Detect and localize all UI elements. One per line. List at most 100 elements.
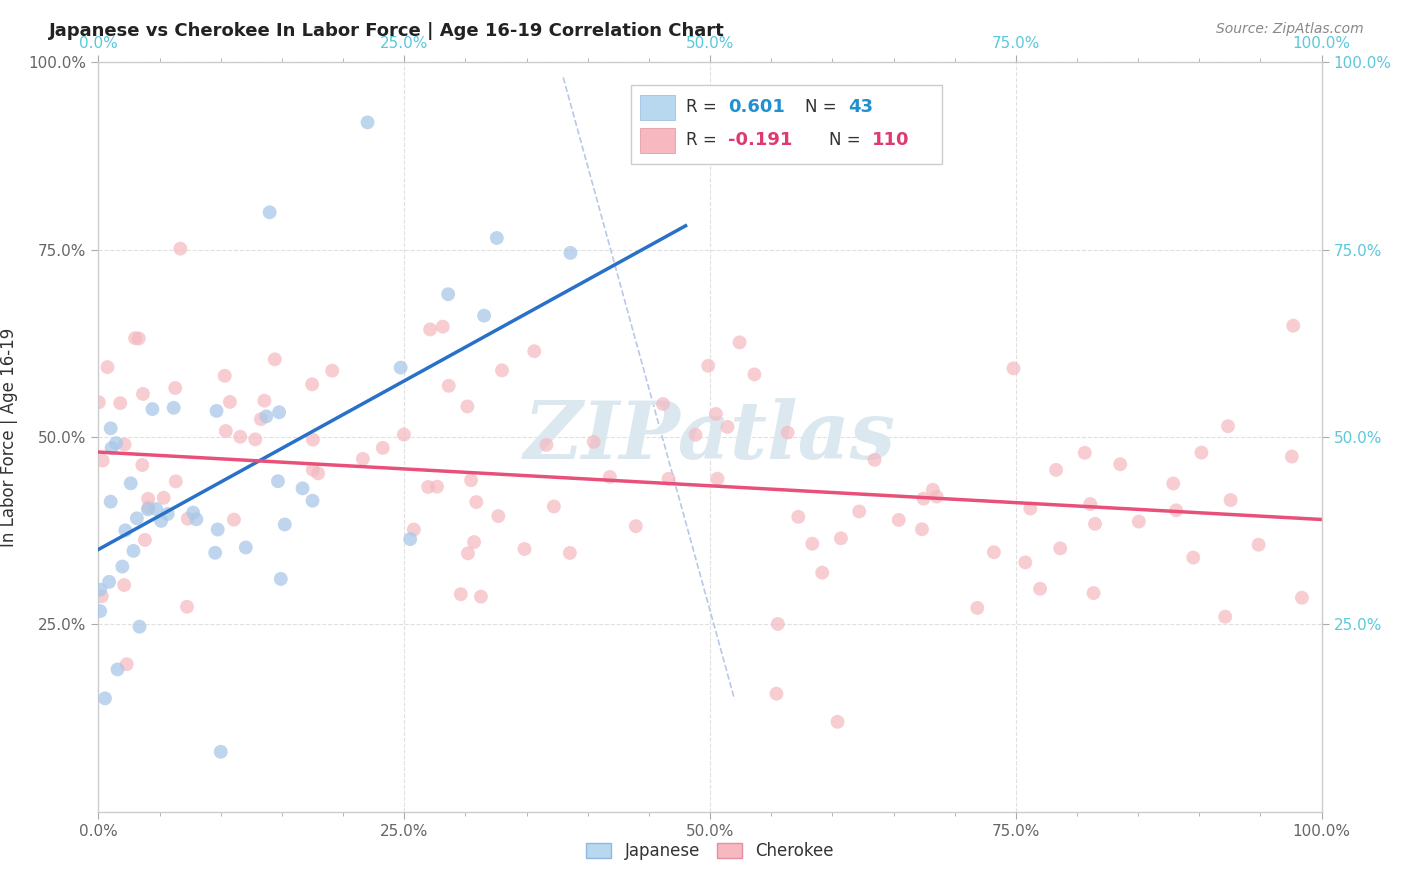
Point	[685, 427, 707, 442]
Point	[1074, 446, 1097, 460]
Point	[141, 402, 163, 417]
FancyBboxPatch shape	[640, 95, 675, 120]
Point	[136, 502, 159, 516]
Text: R =: R =	[686, 98, 716, 116]
Text: N =: N =	[806, 98, 837, 116]
Point	[457, 546, 479, 560]
Point	[352, 451, 374, 466]
Text: 43: 43	[848, 98, 873, 116]
Point	[100, 421, 122, 435]
Point	[131, 458, 153, 472]
Point	[134, 533, 156, 547]
Point	[765, 687, 787, 701]
Point	[136, 491, 159, 506]
Point	[150, 514, 173, 528]
Point	[1291, 591, 1313, 605]
Point	[94, 691, 117, 706]
Point	[229, 430, 252, 444]
Point	[925, 490, 948, 504]
Point	[209, 745, 232, 759]
Text: ZIPatlas: ZIPatlas	[524, 399, 896, 475]
Point	[207, 523, 229, 537]
Point	[658, 472, 681, 486]
Y-axis label: In Labor Force | Age 16-19: In Labor Force | Age 16-19	[0, 327, 17, 547]
Point	[263, 352, 285, 367]
Point	[1247, 538, 1270, 552]
Point	[399, 532, 422, 546]
Point	[152, 491, 174, 505]
Point	[107, 662, 129, 676]
Point	[371, 441, 394, 455]
Point	[1078, 497, 1101, 511]
Point	[402, 523, 425, 537]
Point	[716, 420, 738, 434]
Point	[599, 470, 621, 484]
Point	[205, 404, 228, 418]
Point	[89, 604, 111, 618]
Point	[1083, 586, 1105, 600]
Point	[274, 517, 297, 532]
Point	[1161, 476, 1184, 491]
Point	[491, 363, 513, 377]
Point	[432, 319, 454, 334]
Point	[848, 504, 870, 518]
Point	[111, 559, 134, 574]
Point	[302, 433, 325, 447]
Point	[437, 287, 460, 301]
Point	[125, 511, 148, 525]
Point	[128, 331, 150, 345]
Point	[1281, 450, 1303, 464]
Point	[259, 205, 281, 219]
Point	[112, 578, 135, 592]
Text: 110: 110	[872, 131, 910, 149]
Point	[181, 506, 204, 520]
Point	[301, 377, 323, 392]
FancyBboxPatch shape	[630, 85, 942, 163]
Point	[966, 601, 988, 615]
Point	[122, 544, 145, 558]
Point	[254, 409, 277, 424]
Point	[250, 412, 273, 426]
Point	[235, 541, 257, 555]
Point	[921, 483, 943, 497]
Point	[1189, 445, 1212, 459]
Point	[418, 480, 440, 494]
Point	[145, 502, 167, 516]
Point	[165, 381, 187, 395]
Point	[766, 617, 789, 632]
Point	[1029, 582, 1052, 596]
Point	[270, 572, 292, 586]
Point	[1128, 515, 1150, 529]
Point	[513, 541, 536, 556]
Point	[301, 493, 323, 508]
Point	[176, 599, 198, 614]
Point	[912, 491, 935, 506]
Point	[89, 582, 111, 597]
Point	[437, 379, 460, 393]
Point	[156, 507, 179, 521]
Point	[90, 589, 112, 603]
Point	[460, 473, 482, 487]
Point	[128, 620, 150, 634]
Point	[426, 480, 449, 494]
Point	[110, 396, 132, 410]
Point	[91, 453, 114, 467]
Point	[215, 424, 238, 438]
Point	[356, 115, 378, 129]
Point	[100, 494, 122, 508]
Point	[253, 393, 276, 408]
Point	[114, 437, 136, 451]
Point	[177, 512, 200, 526]
Point	[100, 441, 122, 455]
Text: 0.601: 0.601	[728, 98, 786, 116]
Point	[1084, 516, 1107, 531]
Point	[543, 500, 565, 514]
Point	[204, 546, 226, 560]
Point	[450, 587, 472, 601]
Point	[1219, 493, 1241, 508]
Point	[704, 407, 727, 421]
Point	[560, 246, 582, 260]
Point	[138, 500, 160, 515]
Point	[776, 425, 799, 440]
Point	[291, 481, 314, 495]
